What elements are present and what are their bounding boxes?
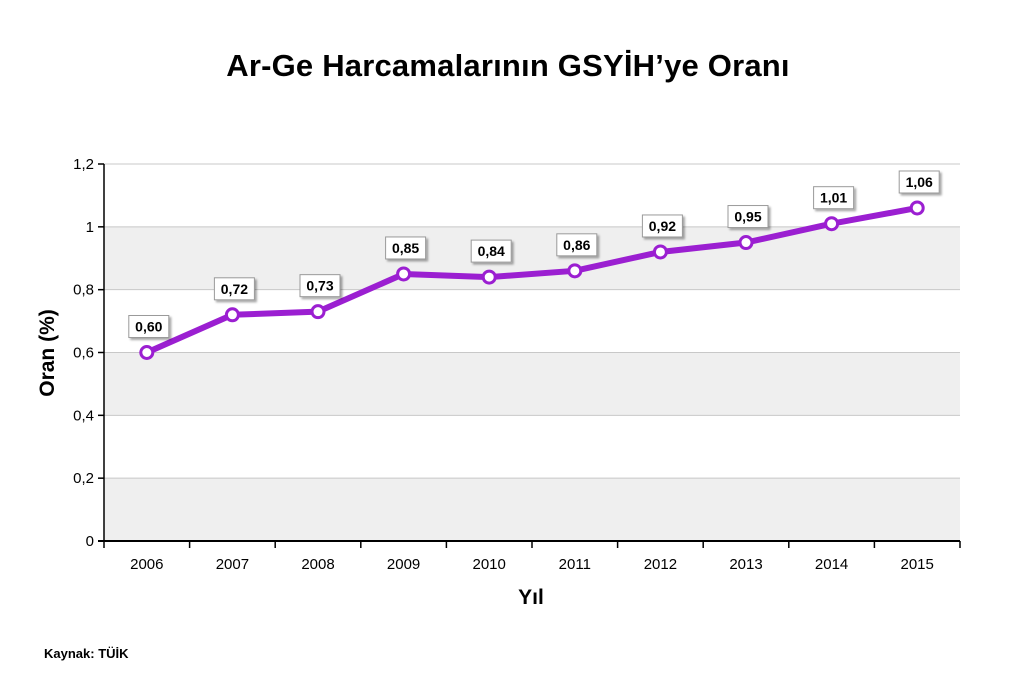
x-tick-label: 2011: [559, 556, 591, 573]
data-point: [139, 345, 155, 360]
series-line: [143, 204, 921, 356]
data-label-box: [213, 277, 255, 301]
series-line-path: [143, 204, 921, 356]
x-tick-label: 2010: [473, 556, 506, 573]
data-label-text: 1,06: [906, 174, 933, 190]
y-tick-label: 1,2: [73, 156, 94, 173]
data-point: [652, 244, 668, 260]
data-label-box: [128, 315, 170, 338]
y-tick-label: 0,2: [73, 470, 94, 487]
grid-band: [104, 478, 960, 541]
data-label-text: 0,86: [563, 237, 590, 253]
data-label: 0,86: [556, 233, 598, 257]
grid-band: [104, 352, 960, 416]
data-label-text: 0,85: [392, 240, 419, 256]
data-point: [824, 216, 840, 232]
data-label: 0,60: [128, 315, 170, 338]
data-label: 0,84: [470, 239, 512, 263]
data-label-text: 0,92: [649, 218, 676, 234]
data-label-box: [470, 239, 512, 263]
data-label-box: [813, 186, 855, 210]
data-label-box: [299, 274, 341, 298]
data-label-box: [556, 233, 598, 257]
x-tick-label: 2008: [301, 556, 334, 573]
data-label: 0,72: [213, 277, 255, 301]
data-point: [738, 235, 754, 251]
data-labels: 0,60 0,72 0,73 0,85 0,84 0,86 0,92 0,95 1,01 1,06: [128, 170, 940, 338]
data-label: 1,01: [813, 186, 855, 210]
chart-title: Ar-Ge Harcamalarının GSYİH’ye Oranı: [226, 48, 790, 83]
data-label-box: [727, 205, 769, 229]
data-label-text: 0,73: [306, 278, 333, 294]
data-label: 0,85: [385, 236, 427, 260]
data-label: 0,95: [727, 205, 769, 229]
y-tick-label: 0,8: [73, 282, 94, 299]
y-tick-label: 0,6: [73, 345, 94, 362]
data-label: 0,73: [299, 274, 341, 298]
data-point: [909, 200, 925, 216]
data-label-box: [898, 170, 940, 194]
x-tick-label: 2007: [216, 556, 249, 573]
x-tick-label: 2006: [130, 556, 163, 573]
source-note: Kaynak: TÜİK: [44, 646, 129, 661]
x-tick-label: 2014: [815, 556, 848, 573]
data-point: [396, 266, 412, 282]
x-tick-label: 2015: [901, 556, 934, 573]
x-tick-label: 2009: [387, 556, 420, 573]
y-tick-labels: 0 0,2 0,4 0,6 0,8 1 1,2: [73, 156, 94, 550]
x-tick-labels: 2006 2007 2008 2009 2010 2011 2012 2013 2014 2015: [130, 556, 934, 573]
x-axis-title: Yıl: [518, 586, 544, 609]
data-label-text: 0,95: [734, 209, 761, 225]
data-label: 0,92: [641, 214, 683, 238]
y-axis-title: Oran (%): [36, 309, 59, 397]
y-tick-label: 0: [86, 533, 94, 550]
data-label-text: 1,01: [820, 190, 847, 206]
data-label-text: 0,84: [478, 243, 505, 259]
data-point: [567, 263, 583, 279]
axes: [98, 163, 961, 548]
data-points: [139, 200, 925, 360]
data-label-text: 0,60: [135, 319, 162, 335]
x-tick-label: 2013: [729, 556, 762, 573]
y-tick-label: 1: [86, 219, 94, 236]
data-point: [481, 269, 497, 285]
x-tick-label: 2012: [644, 556, 677, 573]
data-point: [224, 307, 240, 323]
data-point: [310, 304, 326, 320]
data-label-text: 0,72: [221, 281, 248, 297]
data-label-box: [385, 236, 427, 260]
data-label-box: [641, 214, 683, 238]
data-label: 1,06: [898, 170, 940, 194]
y-tick-label: 0,4: [73, 407, 94, 424]
gridlines: [104, 163, 960, 479]
